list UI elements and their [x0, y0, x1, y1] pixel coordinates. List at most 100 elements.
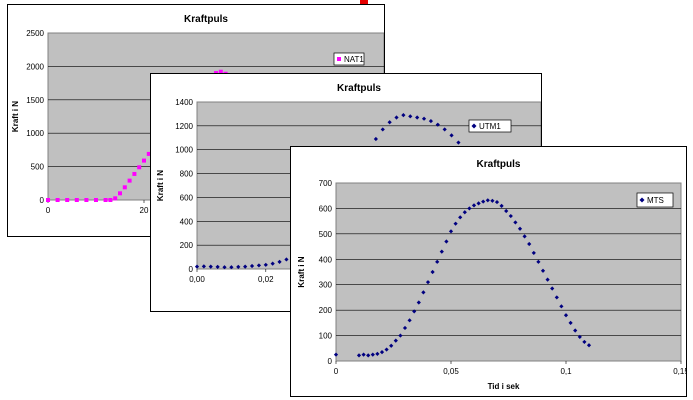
data-point: [425, 280, 431, 285]
x-tick-label: 0,00: [189, 275, 205, 284]
legend: NAT1: [333, 52, 365, 66]
x-tick-label: 0: [46, 206, 51, 215]
data-point: [517, 226, 523, 231]
chart-title: Kraftpuls: [337, 83, 381, 94]
data-point: [485, 198, 490, 203]
data-point: [333, 352, 339, 357]
data-point: [421, 116, 427, 121]
y-tick-label: 700: [319, 179, 333, 188]
data-point: [118, 191, 122, 196]
data-point: [137, 165, 142, 170]
x-tick-label: 0,02: [258, 275, 274, 284]
data-point: [402, 325, 408, 331]
data-point: [284, 257, 289, 262]
data-point: [471, 203, 477, 208]
y-tick-label: 400: [319, 255, 333, 264]
y-tick-label: 600: [180, 193, 194, 202]
y-tick-label: 300: [319, 281, 333, 290]
y-tick-label: 500: [319, 230, 333, 239]
x-axis-label: Tid i sek: [488, 382, 520, 391]
data-point: [415, 115, 420, 120]
y-tick-label: 2500: [26, 29, 44, 38]
data-point: [142, 158, 146, 163]
data-point: [94, 198, 98, 202]
y-tick-label: 1000: [175, 146, 193, 155]
data-point: [456, 140, 461, 145]
legend-marker: [639, 197, 645, 203]
y-tick-label: 1400: [175, 98, 193, 107]
data-point: [387, 120, 392, 125]
legend: UTM1: [468, 119, 512, 133]
y-tick-label: 2000: [26, 62, 44, 71]
x-tick-label: 0,1: [560, 367, 572, 376]
data-point: [277, 259, 282, 264]
plot-area: [335, 182, 682, 362]
y-tick-label: 200: [319, 306, 333, 315]
x-tick-label: 20: [140, 206, 149, 215]
data-point: [65, 198, 70, 202]
y-tick-label: 1200: [175, 122, 193, 131]
data-point: [113, 196, 118, 201]
legend-marker: [471, 123, 477, 129]
y-tick-label: 500: [31, 163, 45, 172]
y-tick-label: 100: [319, 332, 333, 341]
y-tick-label: 1000: [26, 129, 44, 138]
data-point: [108, 198, 113, 202]
data-point: [435, 122, 440, 127]
data-point: [563, 313, 569, 318]
data-point: [46, 198, 50, 202]
data-point: [540, 268, 546, 273]
y-tick-label: 800: [180, 170, 194, 179]
data-point: [550, 286, 555, 291]
y-tick-label: 600: [319, 204, 333, 213]
data-point: [442, 127, 447, 132]
y-axis-label: Kraft i N: [156, 170, 165, 201]
data-point: [55, 198, 60, 202]
x-tick-label: 0,15: [673, 367, 686, 376]
y-axis-label: Kraft i N: [11, 101, 20, 132]
data-point: [127, 178, 132, 183]
data-point: [481, 199, 486, 204]
data-point: [494, 199, 500, 205]
data-point: [458, 215, 463, 220]
data-point: [389, 343, 394, 348]
data-point: [194, 264, 200, 269]
data-point: [373, 136, 378, 142]
y-tick-label: 0: [189, 265, 194, 274]
x-tick-label: 0: [334, 367, 339, 376]
title-accent-fragment: [360, 0, 368, 5]
data-point: [84, 198, 89, 202]
legend-label: UTM1: [479, 122, 501, 131]
data-point: [103, 198, 108, 202]
legend-box: [333, 52, 365, 66]
data-point: [356, 353, 362, 358]
slide-top-edge: [0, 0, 693, 12]
data-point: [408, 114, 413, 119]
data-point: [573, 328, 578, 333]
data-point: [430, 269, 435, 275]
data-point: [380, 127, 385, 132]
data-point: [568, 320, 573, 325]
data-point: [379, 350, 385, 355]
x-tick-label: 0,05: [443, 367, 459, 376]
y-tick-label: 0: [40, 196, 45, 205]
y-tick-label: 1500: [26, 96, 44, 105]
data-point: [236, 264, 241, 269]
chart-title: Kraftpuls: [184, 14, 228, 25]
data-point: [146, 151, 151, 156]
data-point: [449, 133, 454, 138]
data-point: [132, 171, 137, 176]
legend-label: MTS: [647, 196, 664, 205]
data-point: [122, 185, 127, 190]
y-tick-label: 200: [180, 241, 194, 250]
data-point: [439, 249, 444, 254]
legend: MTS: [636, 192, 674, 208]
data-point: [504, 208, 509, 214]
legend-box: [636, 192, 674, 208]
chart-mts: Kraftpuls 0 100 200 300 400 500 600 700 0 0,05 0,1 0…: [297, 159, 686, 391]
data-point: [462, 210, 467, 215]
data-point: [428, 118, 434, 124]
y-tick-label: 400: [180, 217, 194, 226]
chart-title: Kraftpuls: [477, 159, 521, 170]
y-tick-label: 0: [328, 357, 333, 366]
